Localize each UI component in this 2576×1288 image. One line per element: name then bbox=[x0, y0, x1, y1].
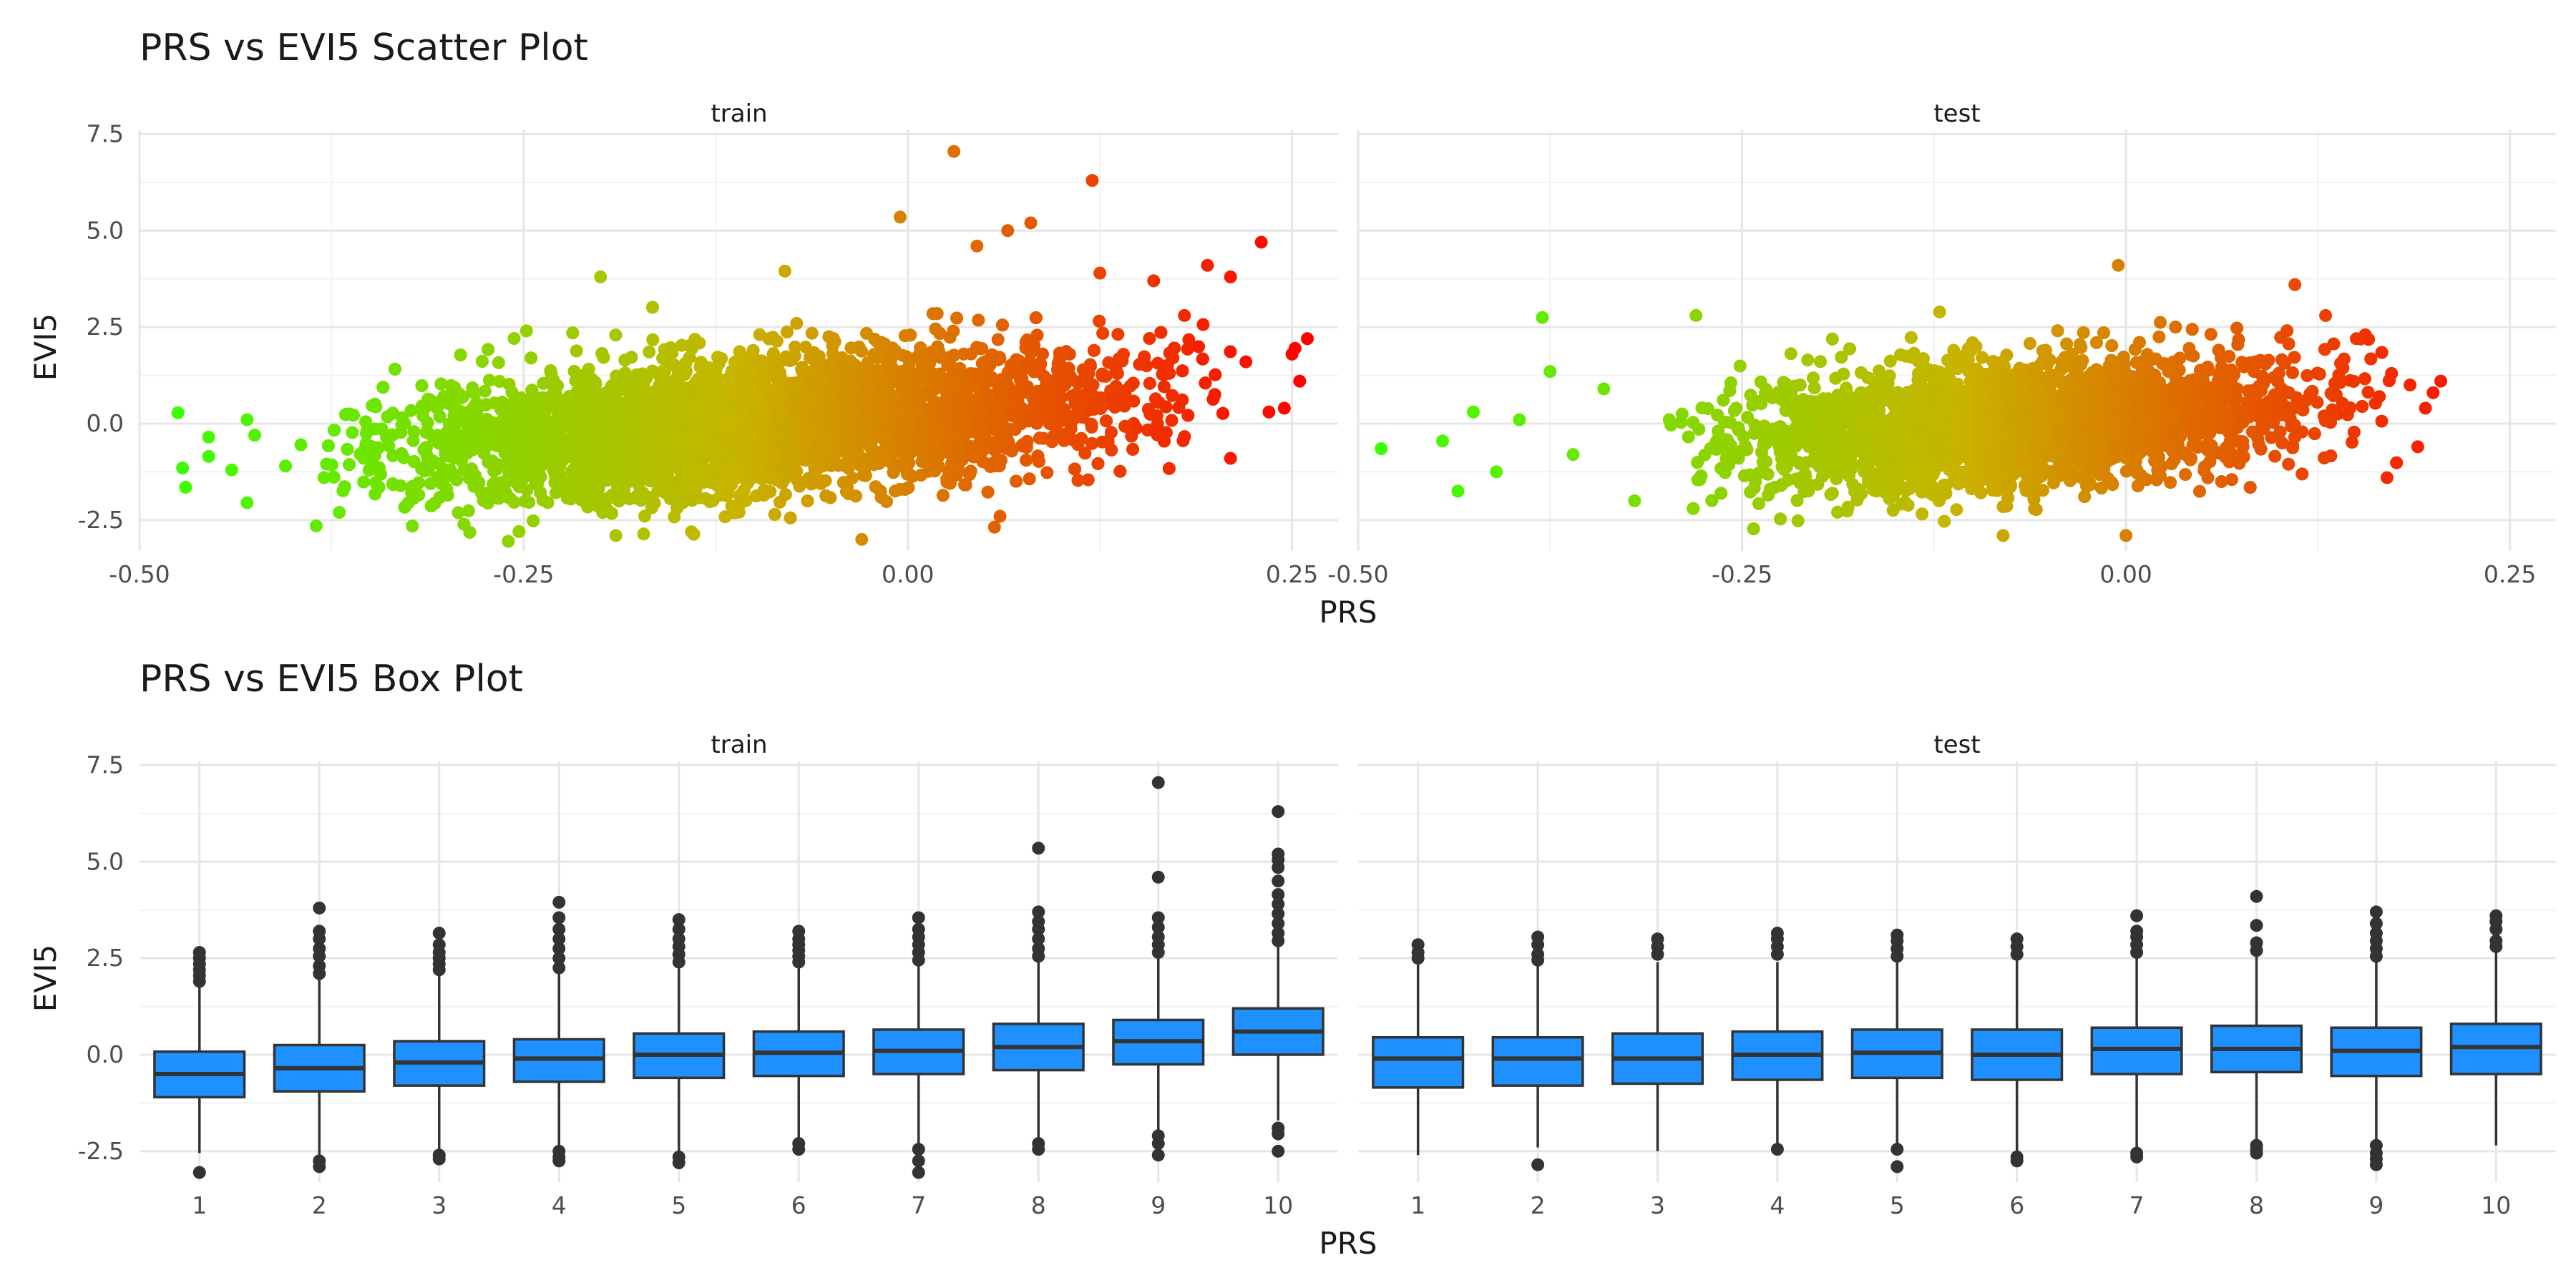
scatter-y-axis-label: EVI5 bbox=[28, 313, 63, 381]
scatter-point bbox=[406, 519, 419, 533]
scatter-point bbox=[609, 328, 623, 342]
scatter-point bbox=[1096, 326, 1110, 340]
scatter-point bbox=[1023, 472, 1036, 486]
x-tick-label: 0.25 bbox=[1266, 560, 1318, 588]
scatter-point bbox=[493, 375, 506, 388]
y-tick-label: 7.5 bbox=[87, 119, 124, 147]
scatter-point bbox=[507, 332, 521, 345]
scatter-point bbox=[1020, 441, 1033, 454]
scatter-point bbox=[972, 313, 985, 327]
scatter-point bbox=[618, 353, 632, 367]
x-tick-label: 0.00 bbox=[882, 560, 934, 588]
scatter-panel-train: -0.50 -0.25 0.00 0.25 -2.5 0.0 2.5 5.0 7.5 bbox=[78, 119, 1338, 588]
scatter-point bbox=[1224, 345, 1237, 358]
y-tick-label: -2.5 bbox=[78, 506, 124, 534]
scatter-point bbox=[643, 345, 656, 358]
scatter-strip-test: test bbox=[1933, 99, 1980, 128]
scatter-point bbox=[338, 480, 351, 494]
scatter-plot-title: PRS vs EVI5 Scatter Plot bbox=[140, 26, 588, 69]
scatter-point bbox=[1141, 424, 1154, 436]
box-x-axis-label: PRS bbox=[1319, 1226, 1377, 1261]
scatter-x-axis-label: PRS bbox=[1319, 595, 1377, 630]
scatter-point bbox=[779, 488, 792, 502]
scatter-point bbox=[1165, 414, 1179, 427]
scatter-point bbox=[395, 447, 409, 460]
box-strip-train: train bbox=[711, 731, 767, 759]
x-tick-label: -0.25 bbox=[493, 560, 554, 588]
y-tick-label: 5.0 bbox=[87, 216, 124, 244]
scatter-point bbox=[478, 384, 492, 398]
scatter-point bbox=[987, 520, 1001, 534]
scatter-point bbox=[1040, 466, 1054, 479]
scatter-point bbox=[789, 341, 802, 353]
scatter-point bbox=[519, 324, 533, 338]
scatter-point bbox=[1196, 318, 1210, 331]
scatter-point bbox=[492, 356, 505, 369]
scatter-point bbox=[790, 316, 804, 330]
scatter-point bbox=[462, 504, 475, 517]
box-plot-title: PRS vs EVI5 Box Plot bbox=[140, 658, 523, 701]
scatter-point bbox=[637, 527, 650, 541]
box-strip-test: test bbox=[1933, 731, 1980, 759]
scatter-point bbox=[1113, 464, 1127, 478]
scatter-strip-train: train bbox=[711, 99, 767, 128]
scatter-point bbox=[1143, 332, 1156, 345]
scatter-point bbox=[950, 311, 964, 325]
scatter-point bbox=[1154, 326, 1168, 339]
y-tick-label: 0.0 bbox=[87, 409, 124, 437]
y-tick-label: 2.5 bbox=[87, 313, 124, 341]
scatter-point bbox=[991, 333, 1005, 346]
scatter-point bbox=[567, 364, 581, 378]
box-y-axis-label: EVI5 bbox=[28, 945, 63, 1012]
scatter-point bbox=[482, 374, 496, 387]
scatter-point bbox=[715, 352, 728, 366]
x-tick-label: -0.50 bbox=[109, 560, 170, 588]
scatter-point bbox=[1111, 328, 1125, 341]
scatter-point bbox=[1151, 356, 1165, 370]
scatter-point bbox=[805, 326, 819, 340]
scatter-point bbox=[452, 506, 465, 519]
scatter-point bbox=[320, 457, 333, 471]
scatter-point bbox=[1081, 473, 1095, 487]
scatter-point bbox=[1182, 333, 1196, 346]
